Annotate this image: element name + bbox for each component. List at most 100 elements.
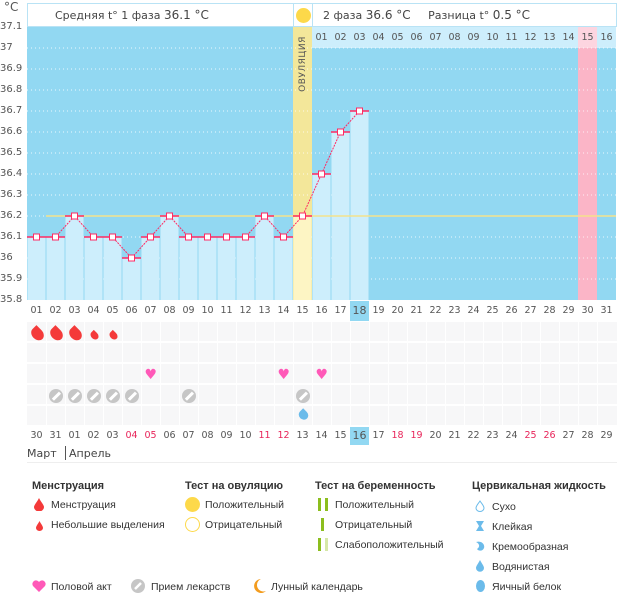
ovulation-test-positive-icon — [296, 8, 311, 23]
expected-period-column — [578, 27, 597, 300]
diff-value: 0.5 °C — [492, 8, 531, 22]
row-separator — [521, 322, 522, 446]
temperature-point — [90, 233, 97, 241]
temperature-point — [109, 233, 116, 241]
temperature-point — [261, 212, 268, 220]
x-tick-label: 03 — [68, 305, 81, 316]
row-separator — [559, 322, 560, 446]
temperature-bar — [350, 111, 369, 300]
row-separator — [464, 322, 465, 446]
x-tick-label: 26 — [505, 305, 518, 316]
row-separator — [103, 322, 104, 446]
temperature-point — [147, 233, 154, 241]
legend-spotting: Небольшие выделения — [51, 519, 165, 531]
pill-stripe — [184, 391, 194, 401]
marker-row — [27, 385, 617, 406]
today-date-label: 16 — [350, 427, 369, 445]
date-label: 25 — [524, 430, 537, 441]
temperature-bar — [160, 216, 179, 300]
x-tick-label: 01 — [30, 305, 43, 316]
x-tick-label: 27 — [524, 305, 537, 316]
marker-row — [27, 406, 617, 427]
date-label: 05 — [144, 430, 157, 441]
row-separator — [369, 322, 370, 446]
legend-pregnancy-title: Тест на беременность — [315, 480, 436, 492]
x-tick-label: 02 — [49, 305, 62, 316]
phase2-summary: 2 фаза 36.6 °C Разница t° 0.5 °C — [312, 3, 617, 27]
next-cycle-day-label: 03 — [353, 32, 366, 43]
divider — [27, 462, 617, 463]
legend-menstruation: Менструация — [51, 499, 116, 511]
month-divider — [65, 446, 66, 460]
row-separator — [331, 322, 332, 446]
month-april: Апрель — [69, 447, 111, 460]
row-separator — [141, 322, 142, 446]
medication-pill-icon — [295, 389, 310, 403]
medication-pill-icon — [67, 389, 82, 403]
row-separator — [407, 322, 408, 446]
temperature-plot — [27, 27, 616, 300]
date-label: 21 — [448, 430, 461, 441]
temperature-point — [204, 233, 211, 241]
x-tick-label: 19 — [372, 305, 385, 316]
row-separator — [160, 322, 161, 446]
date-label: 20 — [429, 430, 442, 441]
row-separator — [236, 322, 237, 446]
x-tick-label: 24 — [467, 305, 480, 316]
temperature-point — [223, 233, 230, 241]
row-separator — [350, 322, 351, 446]
x-tick-label: 28 — [543, 305, 556, 316]
row-separator — [274, 322, 275, 446]
temperature-bar — [84, 237, 103, 300]
x-tick-label: 17 — [334, 305, 347, 316]
marker-row — [27, 322, 617, 343]
x-tick-label: 08 — [163, 305, 176, 316]
moon-icon — [254, 579, 266, 593]
ovulation-label: ОВУЛЯЦИЯ — [298, 36, 308, 92]
date-label: 07 — [182, 430, 195, 441]
y-tick-label: 36.8 — [0, 84, 23, 95]
date-label: 31 — [49, 430, 62, 441]
legend-medication: Прием лекарств — [151, 581, 231, 593]
temperature-bar — [46, 237, 65, 300]
row-separator — [255, 322, 256, 446]
y-tick-label: 37.1 — [0, 21, 23, 32]
temperature-point — [166, 212, 173, 220]
next-cycle-day-label: 02 — [334, 32, 347, 43]
pill-stripe — [70, 391, 80, 401]
date-label: 02 — [87, 430, 100, 441]
next-cycle-day-label: 11 — [505, 32, 518, 43]
date-label: 28 — [581, 430, 594, 441]
temperature-bar — [27, 237, 46, 300]
x-tick-label: 25 — [486, 305, 499, 316]
temperature-point — [242, 233, 249, 241]
row-separator — [217, 322, 218, 446]
legend-pregnancy-faint: Слабоположительный — [335, 539, 444, 551]
pill-stripe — [127, 391, 137, 401]
temperature-bar — [293, 216, 312, 300]
legend-dry: Сухо — [492, 501, 516, 513]
date-label: 01 — [68, 430, 81, 441]
current-day-label: 18 — [350, 301, 369, 321]
date-label: 13 — [296, 430, 309, 441]
intercourse-heart-icon: ♥ — [144, 367, 158, 383]
date-label: 19 — [410, 430, 423, 441]
y-tick-label: 37 — [0, 42, 13, 53]
row-separator — [426, 322, 427, 446]
next-cycle-day-label: 05 — [391, 32, 404, 43]
next-cycle-day-label: 06 — [410, 32, 423, 43]
phase2-label: 2 фаза — [323, 9, 363, 22]
next-cycle-period-cell — [578, 27, 597, 48]
temperature-point — [280, 233, 287, 241]
row-separator — [388, 322, 389, 446]
x-tick-label: 22 — [429, 305, 442, 316]
row-separator — [46, 322, 47, 446]
x-tick-label: 10 — [201, 305, 214, 316]
date-label: 09 — [220, 430, 233, 441]
date-label: 03 — [106, 430, 119, 441]
x-tick-label: 21 — [410, 305, 423, 316]
temperature-bar — [65, 216, 84, 300]
x-tick-label: 09 — [182, 305, 195, 316]
x-tick-label: 31 — [600, 305, 613, 316]
